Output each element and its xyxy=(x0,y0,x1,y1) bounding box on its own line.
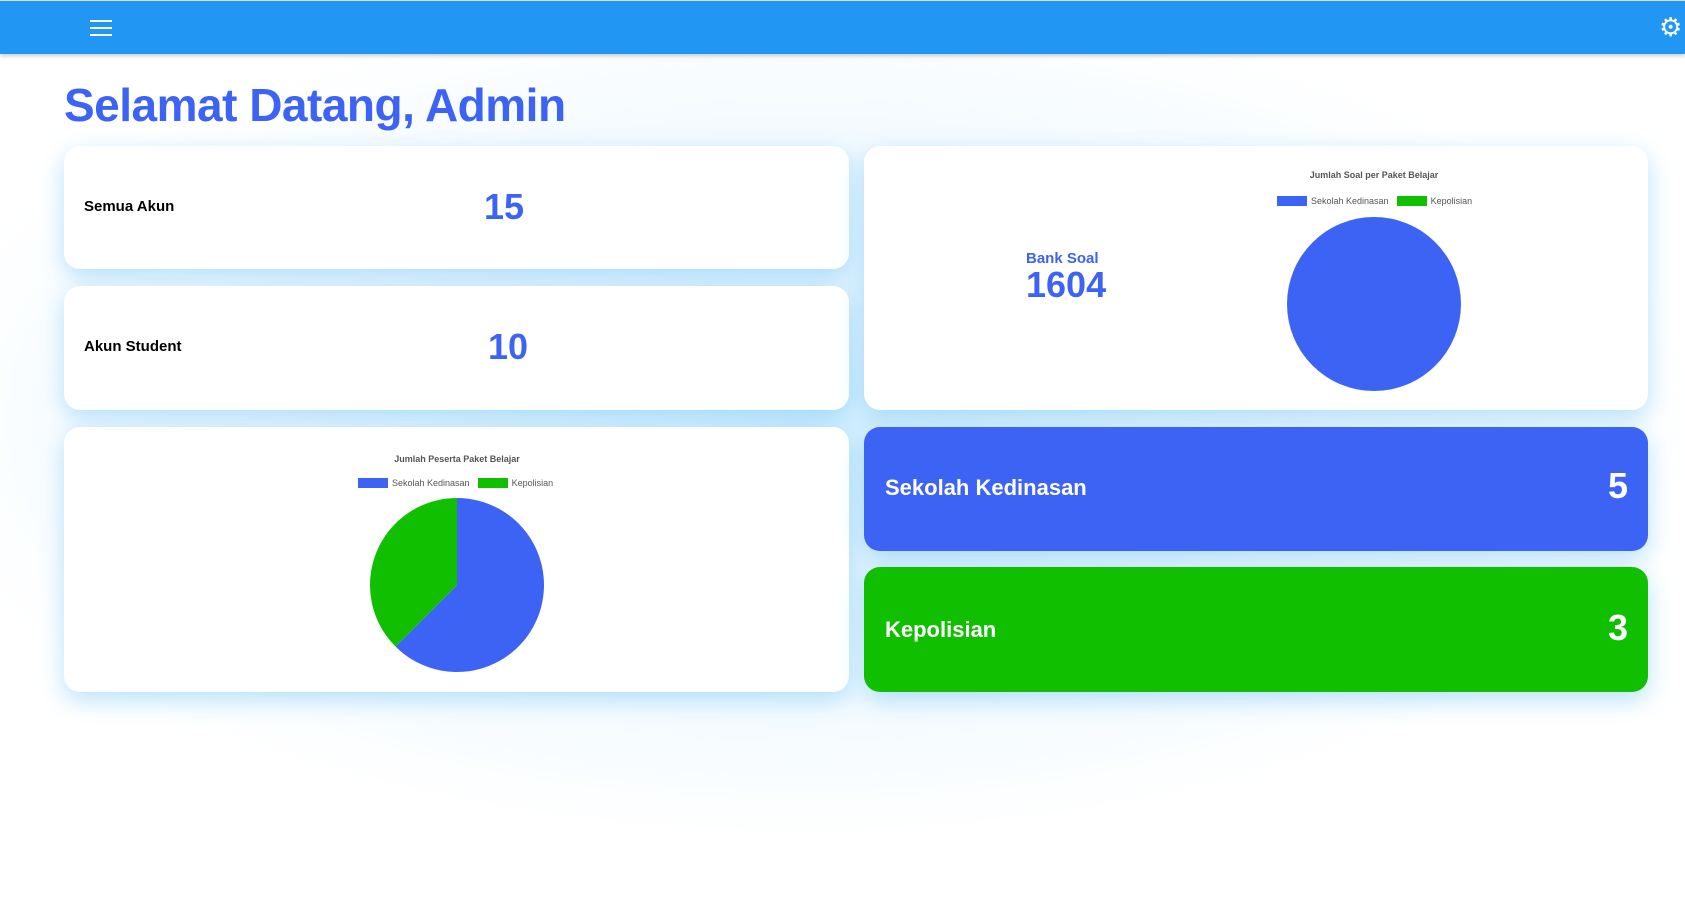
bank-soal-value: 1604 xyxy=(1026,264,1107,305)
chart-legend: Sekolah Kedinasan Kepolisian xyxy=(358,478,553,488)
top-bar: ⚙ xyxy=(0,0,1685,54)
kepolisian-label: Kepolisian xyxy=(885,617,997,642)
all-accounts-value: 15 xyxy=(484,186,525,227)
legend-label: Sekolah Kedinasan xyxy=(392,478,470,488)
student-accounts-label: Akun Student xyxy=(84,338,182,355)
legend-swatch-kepolisian xyxy=(1396,196,1427,206)
legend-swatch-sekolah-kedinasan xyxy=(358,478,388,488)
gear-icon[interactable]: ⚙ xyxy=(1659,12,1683,42)
legend-swatch-kepolisian xyxy=(477,478,508,488)
chart-title: Jumlah Soal per Paket Belajar xyxy=(1309,170,1439,180)
bank-soal-label: Bank Soal xyxy=(1026,250,1099,267)
sekolah-kedinasan-value: 5 xyxy=(1607,465,1628,506)
legend-swatch-sekolah-kedinasan xyxy=(1277,196,1307,206)
sekolah-kedinasan-card[interactable]: Sekolah Kedinasan 5 xyxy=(864,427,1648,551)
pie-slice-kepolisian[interactable] xyxy=(370,498,457,647)
bank-soal-card: Bank Soal 1604 Jumlah Soal per Paket Bel… xyxy=(864,146,1648,410)
legend-label: Sekolah Kedinasan xyxy=(1311,196,1389,206)
legend-label: Kepolisian xyxy=(1430,196,1473,206)
pie-slice-sekolah-kedinasan[interactable] xyxy=(1287,217,1461,391)
page-title: Selamat Datang, Admin xyxy=(64,79,566,131)
pie-chart-peserta xyxy=(370,498,544,672)
student-accounts-card: Akun Student 10 xyxy=(64,286,849,410)
all-accounts-card: Semua Akun 15 xyxy=(64,146,849,269)
pie-slice-sekolah-kedinasan[interactable] xyxy=(395,498,544,672)
sekolah-kedinasan-label: Sekolah Kedinasan xyxy=(885,475,1087,500)
all-accounts-label: Semua Akun xyxy=(84,198,175,215)
chart-title: Jumlah Peserta Paket Belajar xyxy=(394,454,520,464)
chart-legend: Sekolah Kedinasan Kepolisian xyxy=(1277,196,1472,206)
pie-chart-soal xyxy=(1287,217,1461,391)
kepolisian-value: 3 xyxy=(1607,607,1628,648)
kepolisian-card[interactable]: Kepolisian 3 xyxy=(864,567,1648,692)
legend-label: Kepolisian xyxy=(511,478,554,488)
hamburger-icon[interactable] xyxy=(90,20,112,36)
student-accounts-value: 10 xyxy=(488,326,529,367)
peserta-chart-card: Jumlah Peserta Paket Belajar Sekolah Ked… xyxy=(64,427,849,692)
